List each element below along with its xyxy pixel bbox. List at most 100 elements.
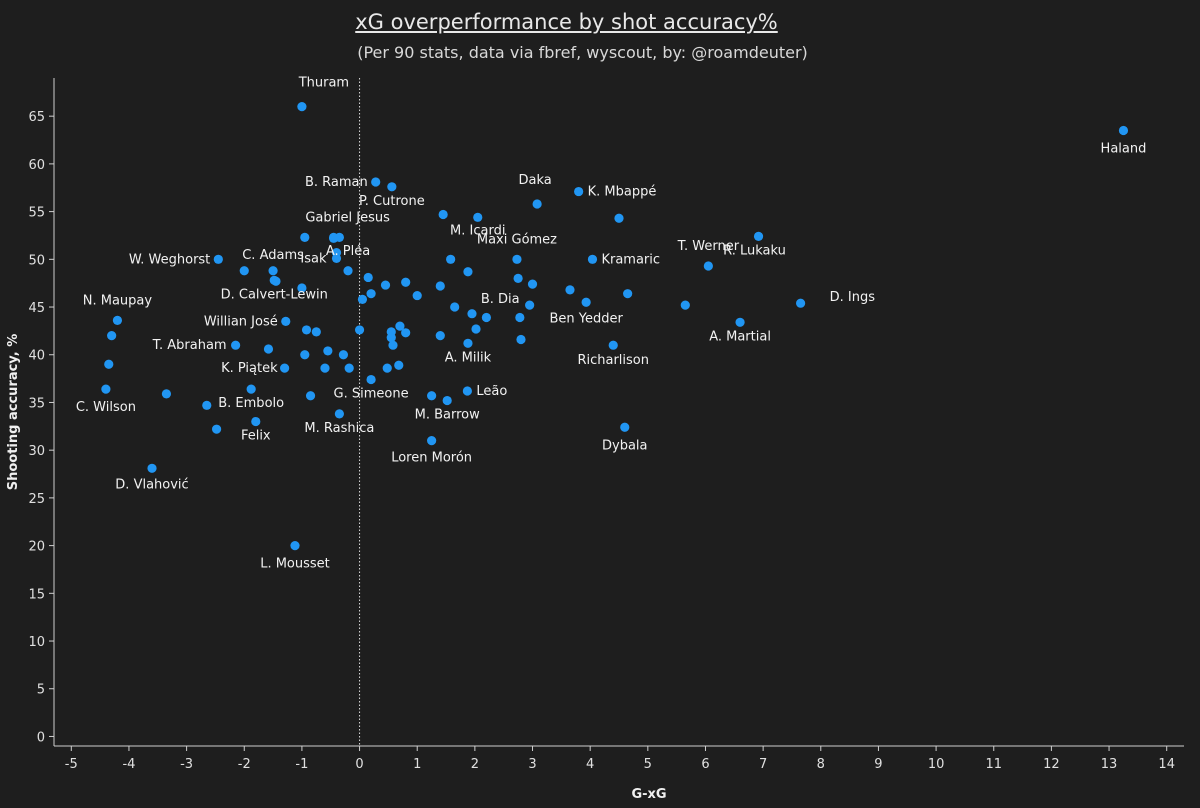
data-point	[442, 395, 452, 406]
data-point	[281, 316, 291, 326]
point-label: M. Barrow	[415, 408, 480, 423]
data-point	[462, 386, 472, 396]
point-label: M. Rashica	[304, 421, 374, 436]
data-point	[512, 254, 522, 264]
data-point	[388, 340, 398, 350]
y-tick-label: 45	[28, 301, 45, 316]
data-point	[1118, 125, 1129, 136]
point-label: P. Cutrone	[359, 194, 425, 209]
y-tick-label: 40	[28, 349, 45, 364]
y-tick-label: 5	[37, 683, 45, 698]
y-tick-label: 35	[28, 396, 45, 411]
point-label: L. Mousset	[260, 557, 330, 572]
data-point	[427, 391, 437, 401]
data-point	[532, 199, 542, 209]
data-point	[438, 209, 448, 220]
point-label: D. Calvert-Lewin	[221, 287, 328, 302]
data-point	[300, 232, 310, 242]
data-point	[343, 266, 353, 276]
y-tick-label: 65	[28, 110, 45, 125]
point-label: B. Raman	[305, 175, 368, 190]
x-tick-label: 7	[759, 757, 767, 772]
data-point	[565, 285, 575, 295]
data-point	[301, 325, 312, 335]
y-tick-label: 25	[28, 492, 45, 507]
point-label: Dybala	[602, 438, 648, 453]
data-point	[623, 289, 633, 299]
data-point	[297, 102, 307, 112]
x-tick-label: 9	[874, 757, 882, 772]
point-label: Felix	[241, 429, 271, 444]
data-point	[513, 273, 523, 283]
y-tick-label: 15	[28, 587, 45, 602]
data-point	[366, 374, 376, 385]
point-label: A. Martial	[709, 329, 771, 344]
data-point	[231, 340, 241, 350]
point-label: Richarlison	[577, 353, 649, 368]
data-point	[387, 182, 397, 192]
data-point	[246, 384, 256, 394]
data-point	[435, 281, 445, 291]
x-tick-label: 8	[817, 757, 825, 772]
data-point	[263, 344, 274, 354]
x-tick-label: 14	[1158, 757, 1175, 772]
x-tick-label: 12	[1043, 757, 1060, 772]
data-point	[161, 389, 172, 399]
data-point	[481, 312, 491, 323]
point-label: N. Maupay	[83, 293, 153, 308]
point-label: Gabriel Jesus	[305, 210, 390, 225]
point-label: C. Wilson	[76, 400, 136, 415]
data-point	[796, 298, 806, 308]
data-point	[620, 422, 630, 432]
data-point	[329, 233, 339, 243]
data-point	[527, 279, 538, 289]
data-point	[446, 254, 456, 264]
data-point	[450, 302, 460, 312]
data-point	[107, 331, 117, 341]
chart-title: xG overperformance by shot accuracy%	[355, 10, 778, 34]
x-tick-label: 11	[985, 757, 1002, 772]
data-point	[334, 409, 344, 419]
data-point	[269, 275, 279, 285]
x-tick-label: -1	[295, 757, 308, 772]
data-point	[311, 327, 321, 337]
data-point	[202, 400, 212, 410]
data-points	[101, 102, 1129, 551]
y-tick-label: 50	[28, 253, 45, 268]
data-point	[587, 254, 598, 264]
point-label: Haland	[1101, 141, 1147, 156]
data-point	[463, 267, 473, 277]
data-point	[239, 266, 249, 276]
data-point	[300, 350, 310, 360]
data-point	[680, 300, 690, 310]
point-label: M. Icardi	[450, 223, 505, 238]
data-point	[525, 300, 535, 310]
data-point	[614, 213, 624, 223]
data-point	[268, 266, 278, 276]
y-tick-label: 55	[28, 206, 45, 221]
point-label: T. Abraham	[152, 338, 227, 353]
x-tick-label: -2	[238, 757, 251, 772]
data-point	[290, 541, 300, 551]
point-label: A. Milik	[445, 350, 492, 365]
point-label: B. Dia	[481, 292, 520, 307]
data-point	[574, 186, 584, 197]
x-tick-label: 2	[471, 757, 479, 772]
x-tick-label: 0	[355, 757, 363, 772]
y-tick-label: 20	[28, 540, 45, 555]
point-label: R. Lukaku	[723, 243, 786, 258]
x-tick-label: 3	[528, 757, 536, 772]
data-point	[516, 334, 526, 345]
point-label: D. Vlahović	[115, 477, 188, 492]
chart-subtitle: (Per 90 stats, data via fbref, wyscout, …	[357, 43, 808, 62]
point-label: Thuram	[298, 76, 349, 91]
point-label: Daka	[519, 173, 552, 188]
data-point	[251, 416, 261, 427]
data-point	[211, 424, 222, 434]
x-tick-label: 4	[586, 757, 594, 772]
x-tick-label: 13	[1101, 757, 1118, 772]
data-point	[112, 315, 123, 325]
x-tick-label: 1	[413, 757, 421, 772]
point-label: T. Werner	[677, 239, 740, 254]
